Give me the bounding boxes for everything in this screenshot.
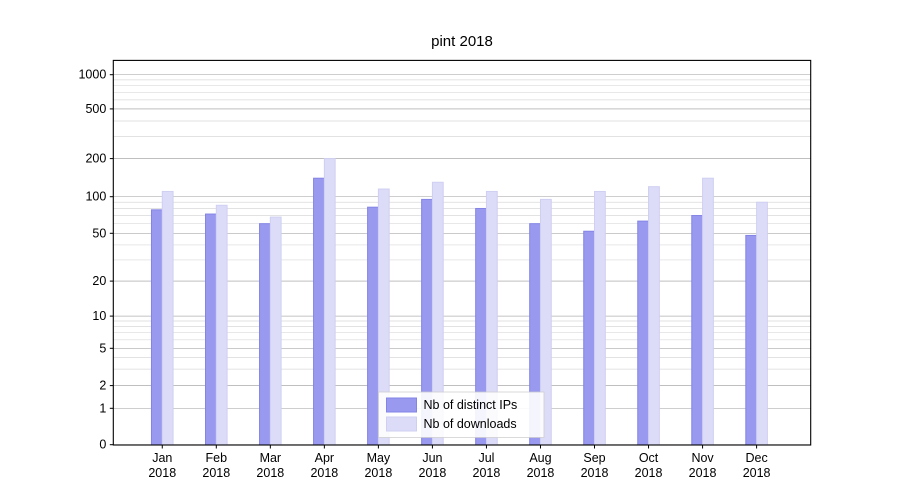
svg-text:Mar: Mar <box>260 451 282 465</box>
svg-text:50: 50 <box>92 226 106 240</box>
svg-text:1000: 1000 <box>78 68 106 82</box>
svg-text:Oct: Oct <box>639 451 659 465</box>
svg-text:Jun: Jun <box>422 451 442 465</box>
svg-text:Jul: Jul <box>478 451 494 465</box>
svg-text:100: 100 <box>85 190 106 204</box>
svg-text:2: 2 <box>99 379 106 393</box>
svg-text:2018: 2018 <box>473 466 501 480</box>
svg-text:Nov: Nov <box>691 451 714 465</box>
svg-text:200: 200 <box>85 152 106 166</box>
svg-text:500: 500 <box>85 102 106 116</box>
svg-text:Nb of downloads: Nb of downloads <box>424 417 517 431</box>
svg-text:2018: 2018 <box>581 466 609 480</box>
svg-text:Sep: Sep <box>583 451 605 465</box>
svg-text:Nb of distinct IPs: Nb of distinct IPs <box>424 398 518 412</box>
svg-text:Feb: Feb <box>206 451 228 465</box>
svg-text:2018: 2018 <box>202 466 230 480</box>
svg-text:2018: 2018 <box>635 466 663 480</box>
svg-text:pint 2018: pint 2018 <box>431 33 493 50</box>
svg-text:Aug: Aug <box>529 451 551 465</box>
svg-text:2018: 2018 <box>148 466 176 480</box>
svg-text:Apr: Apr <box>315 451 334 465</box>
svg-text:2018: 2018 <box>310 466 338 480</box>
svg-text:2018: 2018 <box>527 466 555 480</box>
svg-text:2018: 2018 <box>743 466 771 480</box>
svg-text:2018: 2018 <box>364 466 392 480</box>
svg-text:2018: 2018 <box>419 466 447 480</box>
svg-text:0: 0 <box>99 438 106 452</box>
svg-text:2018: 2018 <box>689 466 717 480</box>
svg-text:5: 5 <box>99 341 106 355</box>
svg-text:Jan: Jan <box>152 451 172 465</box>
svg-text:Dec: Dec <box>745 451 767 465</box>
svg-text:20: 20 <box>92 274 106 288</box>
svg-text:May: May <box>367 451 391 465</box>
svg-text:1: 1 <box>99 401 106 415</box>
svg-text:2018: 2018 <box>256 466 284 480</box>
svg-text:10: 10 <box>92 309 106 323</box>
